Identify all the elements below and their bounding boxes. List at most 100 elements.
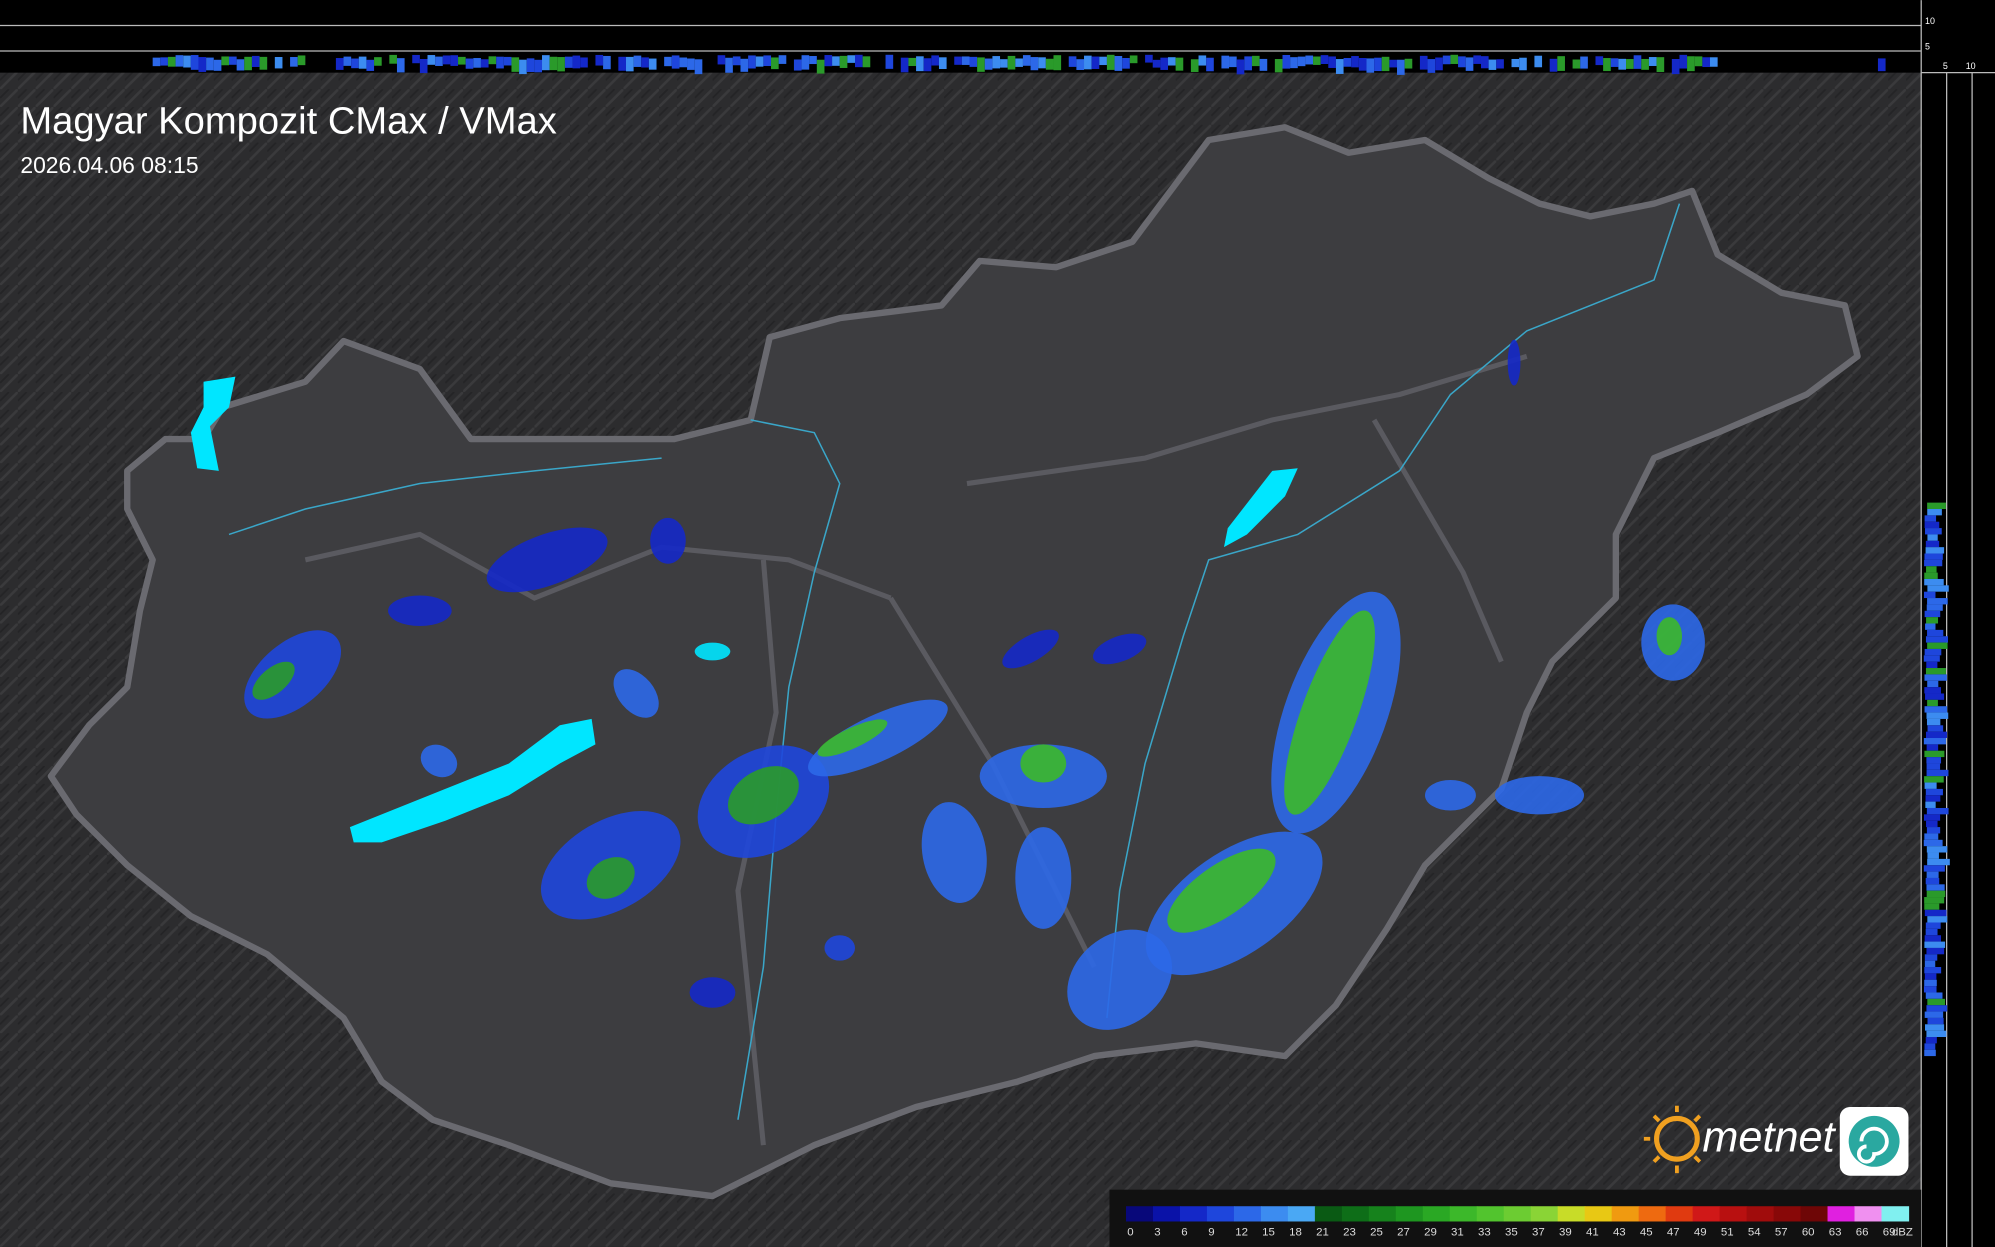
profile-echo [1656, 57, 1665, 72]
profile-echo [580, 57, 588, 68]
profile-echo [1465, 57, 1474, 71]
legend-label: 45 [1640, 1226, 1653, 1238]
profile-echo [1924, 973, 1937, 980]
profile-echo [1925, 636, 1949, 643]
legend-label: 60 [1802, 1226, 1815, 1238]
profile-echo [480, 59, 489, 68]
profile-echo [1496, 59, 1504, 69]
legend-label: 54 [1748, 1226, 1761, 1238]
profile-echo [206, 57, 214, 71]
echo [808, 699, 948, 777]
profile-echo [1076, 59, 1085, 70]
profile-echo [1595, 56, 1604, 66]
profile-echo [160, 57, 168, 66]
profile-echo [1320, 55, 1329, 64]
profile-echo [1167, 57, 1176, 66]
profile-echo [435, 56, 443, 66]
legend-label: 51 [1721, 1226, 1734, 1238]
profile-echo [1679, 54, 1688, 69]
profile-echo [465, 58, 474, 69]
legend-label: 47 [1667, 1226, 1680, 1238]
profile-echo [1924, 935, 1941, 942]
profile-echo [1924, 572, 1938, 579]
profile-echo [1534, 55, 1543, 68]
timestamp: 2026.04.06 08:15 [20, 152, 198, 178]
profile-echo [335, 58, 344, 70]
profile-echo [1926, 617, 1939, 624]
profile-echo [1924, 814, 1941, 821]
profile-echo [519, 59, 527, 75]
profile-echo [419, 59, 428, 74]
profile-echo [1924, 776, 1944, 783]
radar-echoes [244, 339, 1705, 1030]
profile-echo [1926, 890, 1946, 898]
profile-echo [1519, 57, 1527, 71]
profile-echo [1099, 56, 1107, 66]
profile-echo [862, 56, 871, 68]
profile-echo [1572, 59, 1581, 69]
profile-echo [1068, 56, 1077, 67]
profile-echo [1925, 922, 1941, 929]
legend-swatch [1584, 1206, 1613, 1222]
profile-echo [1084, 55, 1092, 70]
profile-echo [1404, 58, 1413, 69]
profile-echo [1924, 967, 1942, 974]
profile-echo [1122, 57, 1130, 69]
profile-echo [572, 55, 581, 69]
profile-echo [1175, 57, 1184, 71]
profile-echo [442, 55, 451, 65]
profile-echo [648, 58, 657, 70]
profile-echo [931, 55, 939, 66]
profile-echo [633, 55, 642, 67]
legend-label: 63 [1829, 1226, 1842, 1238]
legend-label: 18 [1289, 1226, 1302, 1238]
profile-echo [427, 55, 436, 65]
rivers [228, 203, 1681, 1120]
profile-echo [412, 54, 420, 64]
profile-echo [152, 57, 161, 67]
profile-echo [885, 54, 894, 69]
legend-label: 23 [1343, 1226, 1356, 1238]
profile-echo [1924, 1049, 1936, 1057]
profile-echo [908, 57, 917, 67]
legend-swatch [1341, 1206, 1370, 1222]
profile-echo [717, 55, 726, 65]
profile-echo [809, 56, 817, 65]
profile-echo [1926, 763, 1941, 770]
echo [1015, 827, 1072, 929]
echo [1494, 776, 1585, 815]
profile-echo [1694, 56, 1703, 67]
profile-echo [1924, 706, 1948, 713]
legend-label: 15 [1262, 1226, 1275, 1238]
profile-echo [1335, 59, 1344, 74]
legend-label: 0 [1127, 1226, 1133, 1238]
profile-echo [167, 56, 176, 67]
profile-echo [763, 55, 772, 67]
profile-echo [1926, 566, 1937, 573]
profile-echo [625, 56, 634, 72]
profile-echo [847, 55, 855, 63]
profile-echo [1924, 1011, 1944, 1018]
profile-echo [801, 55, 810, 70]
profile-echo [1925, 693, 1945, 700]
echo [921, 802, 987, 903]
top-profile-echoes [152, 54, 1886, 75]
profile-echo [366, 59, 375, 71]
profile-echo [1927, 508, 1942, 516]
profile-echo [1511, 58, 1520, 68]
profile-echo [1626, 59, 1634, 69]
profile-echo [778, 55, 787, 64]
profile-echo [1221, 55, 1230, 69]
echo [420, 744, 458, 778]
profile-echo [664, 56, 672, 67]
side-profile-echoes [1923, 502, 1950, 1057]
profile-echo [1435, 57, 1443, 71]
echo [486, 527, 608, 593]
profile-label: 10 [1966, 61, 1976, 71]
profile-echo [1926, 827, 1941, 834]
profile-echo [1038, 57, 1046, 69]
legend-swatch [1719, 1206, 1748, 1222]
profile-echo [229, 56, 237, 65]
legend-swatch [1260, 1206, 1289, 1222]
profile-echo [1924, 941, 1946, 948]
